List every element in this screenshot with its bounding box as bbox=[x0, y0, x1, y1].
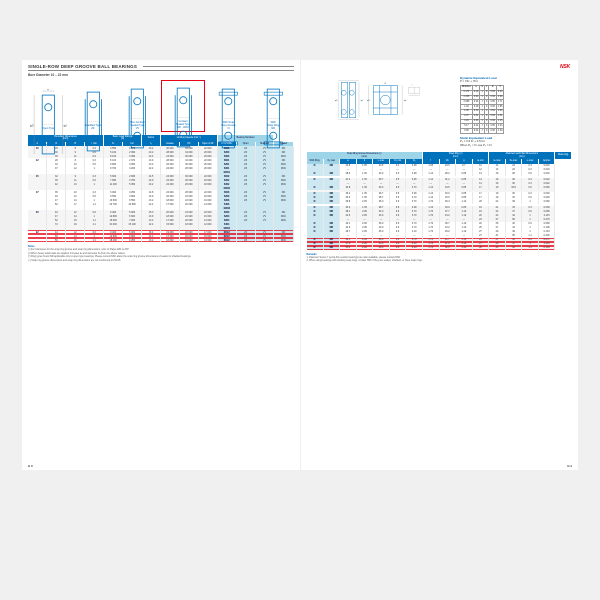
svg-text:φD₁: φD₁ bbox=[366, 99, 369, 102]
bearing-variant-2: Non-ContactSealed TypeVV bbox=[117, 83, 158, 131]
catalog-spread: SINGLE-ROW DEEP GROOVE BALL BEARINGS Bor… bbox=[22, 60, 578, 470]
right-page: NSK bbox=[301, 60, 579, 470]
bearing-variant-0: φDφdBOpen Type bbox=[28, 89, 69, 131]
bearing-variant-4: With SnapRing GrooveN bbox=[208, 83, 249, 131]
bearing-variant-5: WithSnap RingNR bbox=[253, 83, 294, 131]
right-data-table: Snap Ring Groove Dimensions (¹)(mm)Snap … bbox=[307, 152, 573, 250]
factor-table: ifFα/CoreXYXY0.1720.19100.562.300.3450.2… bbox=[460, 85, 504, 134]
dyn-formula: P = XFr + YFα bbox=[460, 80, 572, 84]
left-page: SINGLE-ROW DEEP GROOVE BALL BEARINGS Bor… bbox=[22, 60, 301, 470]
svg-text:φd: φd bbox=[63, 124, 67, 127]
page-number-right: B 9 bbox=[567, 464, 572, 468]
cross-section-diagram: φD φd φD₁ φd₁ Br bbox=[307, 76, 453, 148]
note-item: (⁴) Snap ring groove dimensions and snap… bbox=[28, 259, 294, 262]
remarks: Remarks 1. Diameter Series 7 (extra-thin… bbox=[307, 253, 573, 263]
bearing-variant-3: ContactSealed TypeDD · DDU bbox=[161, 80, 206, 132]
load-formulas: Dynamic Equivalent Load P = XFr + YFα if… bbox=[460, 76, 572, 148]
bearing-diagrams: φDφdBOpen Type Shielded TypeZZ Non-Conta… bbox=[28, 81, 294, 131]
page: SINGLE-ROW DEEP GROOVE BALL BEARINGS Bor… bbox=[0, 0, 600, 600]
svg-text:φD: φD bbox=[334, 99, 337, 102]
svg-text:φd₁: φd₁ bbox=[403, 99, 406, 102]
svg-text:B: B bbox=[384, 83, 386, 85]
svg-text:B: B bbox=[47, 89, 49, 91]
subtitle: Bore Diameter 10 – 22 mm bbox=[28, 73, 294, 77]
title-row: SINGLE-ROW DEEP GROOVE BALL BEARINGS bbox=[28, 64, 294, 71]
svg-text:r: r bbox=[411, 85, 412, 87]
notes-left: Notes (¹) For tolerances for the snap ri… bbox=[28, 245, 294, 262]
bearing-variant-1: Shielded TypeZZ bbox=[73, 86, 114, 131]
remark-item: 2. When using bearings with locating sna… bbox=[307, 259, 573, 262]
stat-formula-2: When P₀ < Fr use P₀ = Fr bbox=[460, 144, 572, 148]
main-title: SINGLE-ROW DEEP GROOVE BALL BEARINGS bbox=[28, 64, 137, 69]
nsk-logo: NSK bbox=[560, 64, 570, 70]
svg-text:φd: φd bbox=[360, 99, 363, 102]
svg-text:φD: φD bbox=[30, 124, 34, 127]
page-number-left: B 8 bbox=[28, 464, 33, 468]
dimension-diagrams: φD φd φD₁ φd₁ Br Dynamic Equivalent Load P… bbox=[307, 76, 573, 148]
